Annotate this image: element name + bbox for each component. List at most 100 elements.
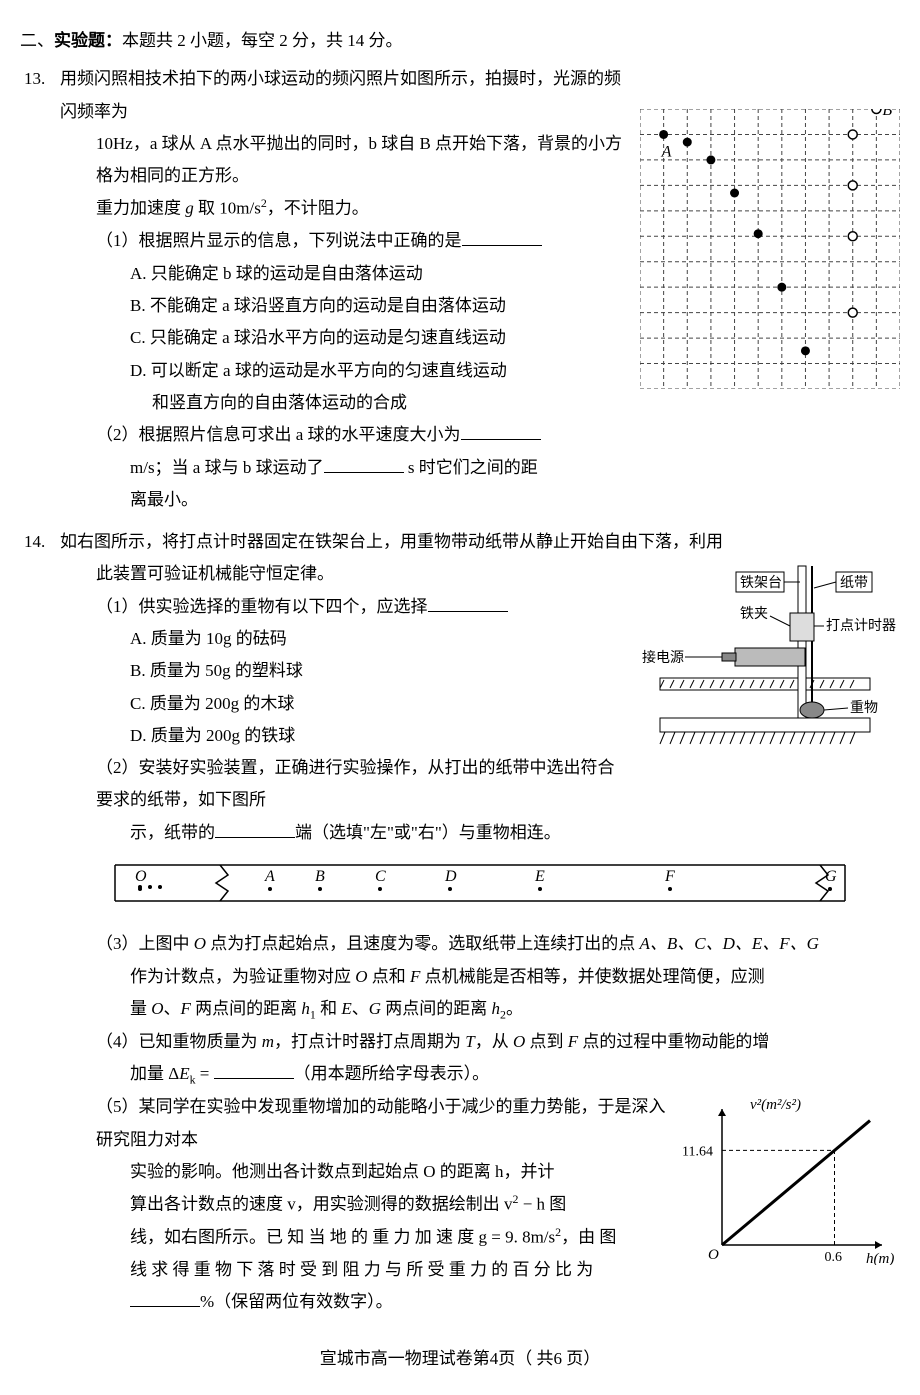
q14-p2c: 端（选填"左"或"右"）与重物相连。 [295,823,561,842]
q13-number: 13. [24,63,45,95]
q14-p3: （3）上图中 O 点为打点起始点，且速度为零。选取纸带上连续打出的点 A、B、C… [96,928,900,960]
svg-text:C: C [375,868,386,885]
svg-text:B: B [315,868,325,885]
q14-p3e: 点机械能是否相等，并使数据处理简便，应测 [420,967,764,986]
q14-number: 14. [24,526,45,558]
q14-p2b: 示，纸带的 端（选填"左"或"右"）与重物相连。 [130,817,900,849]
section-title-text: 实验题： [54,31,122,50]
tape-figure-wrap: OABCDEFG [60,857,900,920]
p4-F: F [568,1032,578,1051]
q14-p4d: 点到 [525,1032,568,1051]
svg-text:打点计时器: 打点计时器 [826,617,896,634]
svg-text:B: B [882,109,892,119]
q13-p2: （2）根据照片信息可求出 a 球的水平速度大小为 [96,419,900,451]
blank [462,229,542,246]
section-desc: 本题共 2 小题，每空 2 分，共 14 分。 [122,31,403,50]
q14-p4b: ，打点计时器打点周期为 [274,1032,465,1051]
p3-h2: h [492,999,501,1018]
q13-p2c: s 时它们之间的距 [404,458,538,477]
q14-p3a: （3）上图中 [96,934,194,953]
q14-p5f-text: %（保留两位有效数字）。 [200,1292,393,1311]
blank [428,595,508,612]
strobe-figure: AB [640,109,900,389]
q13-p2a: （2）根据照片信息可求出 a 球的水平速度大小为 [96,425,461,444]
svg-text:F: F [664,868,675,885]
q13-s3c: ，不计阻力。 [267,199,369,218]
p3-E: E [341,999,351,1018]
svg-text:v²(m²/s²): v²(m²/s²) [750,1097,801,1113]
p3-G: G [369,999,381,1018]
q14-p3f: 量 [130,999,151,1018]
p4-O: O [513,1032,525,1051]
svg-text:接电源: 接电源 [642,649,684,666]
p4-m: m [262,1032,274,1051]
blank [214,1062,294,1079]
section-header: 二、实验题：本题共 2 小题，每空 2 分，共 14 分。 [20,25,900,57]
svg-text:O: O [135,868,147,885]
svg-text:E: E [534,868,545,885]
q14-p4: （4）已知重物质量为 m，打点计时器打点周期为 T，从 O 点到 F 点的过程中… [96,1026,900,1058]
svg-text:重物: 重物 [850,700,878,716]
q14-p4c: ，从 [475,1032,513,1051]
blank [324,456,404,473]
graph-figure: v²(m²/s²) h(m) 11.64 0.6 O [680,1095,900,1265]
q14-p2a: （2）安装好实验装置，正确进行实验操作，从打出的纸带中选出符合要求的纸带，如下图… [96,752,900,817]
q14-p5c-text: 算出各计数点的速度 v，用实验测得的数据绘制出 v [130,1195,513,1214]
q13-s3b: 取 10m/s [194,199,261,218]
q14-p3b: 点为打点起始点，且速度为零。选取纸带上连续打出的点 [206,934,640,953]
q14-p5d2: ，由 图 [561,1228,616,1247]
q13-g: g [185,199,194,218]
p3-F2: F [181,999,191,1018]
q13-p2d: 离最小。 [130,484,900,516]
svg-text:铁架台: 铁架台 [740,575,782,591]
p3-F: F [410,967,420,986]
q14-p5d-text: 线，如右图所示。已 知 当 地 的 重 力 加 速 度 g = 9. 8m/s [130,1228,555,1247]
tape-figure: OABCDEFG [110,857,850,909]
q14-p4f: 加量 Δ [130,1064,179,1083]
q13-p2b: m/s；当 a 球与 b 球运动了 s 时它们之间的距 [130,452,900,484]
q14-p2b-text: 示，纸带的 [130,823,215,842]
q14-p4g: = [196,1064,214,1083]
blank [130,1290,200,1307]
p3-O: O [194,934,206,953]
q14-p3i: 两点间的距离 [381,999,492,1018]
question-14: 14. 如右图所示，将打点计时器固定在铁架台上，用重物带动纸带从静止开始自由下落… [60,526,900,1319]
p4-E: E [179,1064,189,1083]
svg-text:h(m): h(m) [866,1251,894,1265]
svg-text:A: A [264,868,275,885]
p3-O3: O [151,999,163,1018]
q14-p5c2: − h 图 [518,1195,566,1214]
svg-text:纸带: 纸带 [840,575,868,591]
q14-p3g: 两点间的距离 [191,999,302,1018]
q14-p4a: （4）已知重物质量为 [96,1032,262,1051]
apparatus-figure: 铁架台 纸带铁夹打点计时器接电源重物 [640,558,900,758]
page-footer: 宣城市高一物理试卷第4页（ 共6 页） [20,1343,900,1375]
p4-T: T [465,1032,474,1051]
q13-s3a: 重力加速度 [96,199,185,218]
q14-p3-line3: 量 O、F 两点间的距离 h1 和 E、G 两点间的距离 h2。 [130,993,900,1026]
q14-p3c: 作为计数点，为验证重物对应 [130,967,355,986]
blank [461,423,541,440]
section-prefix: 二、 [20,31,54,50]
q13-opt-D2: 和竖直方向的自由落体运动的合成 [152,387,900,419]
svg-text:A: A [661,144,672,161]
q14-p4e: 点的过程中重物动能的增 [578,1032,769,1051]
svg-text:铁夹: 铁夹 [740,606,768,622]
p3-s2: 2 [500,1007,506,1021]
svg-text:G: G [825,868,837,885]
q14-p3-line2: 作为计数点，为验证重物对应 O 点和 F 点机械能是否相等，并使数据处理简便，应… [130,961,900,993]
svg-text:D: D [444,868,457,885]
q13-p2b-text: m/s；当 a 球与 b 球运动了 [130,458,324,477]
p3-h1: h [301,999,310,1018]
q14-p4h: （用本题所给字母表示）。 [294,1064,490,1083]
q13-p1-text: （1）根据照片显示的信息，下列说法中正确的是 [96,231,462,250]
q14-p5f: %（保留两位有效数字）。 [130,1286,900,1318]
q14-p3d: 点和 [368,967,411,986]
svg-text:0.6: 0.6 [825,1250,843,1265]
p3-pts: A、B、C、D、E、F、G [640,934,819,953]
q14-p1-text: （1）供实验选择的重物有以下四个，应选择 [96,597,428,616]
blank [215,821,295,838]
svg-text:O: O [708,1247,719,1263]
svg-text:11.64: 11.64 [682,1145,713,1160]
p3-O2: O [355,967,367,986]
